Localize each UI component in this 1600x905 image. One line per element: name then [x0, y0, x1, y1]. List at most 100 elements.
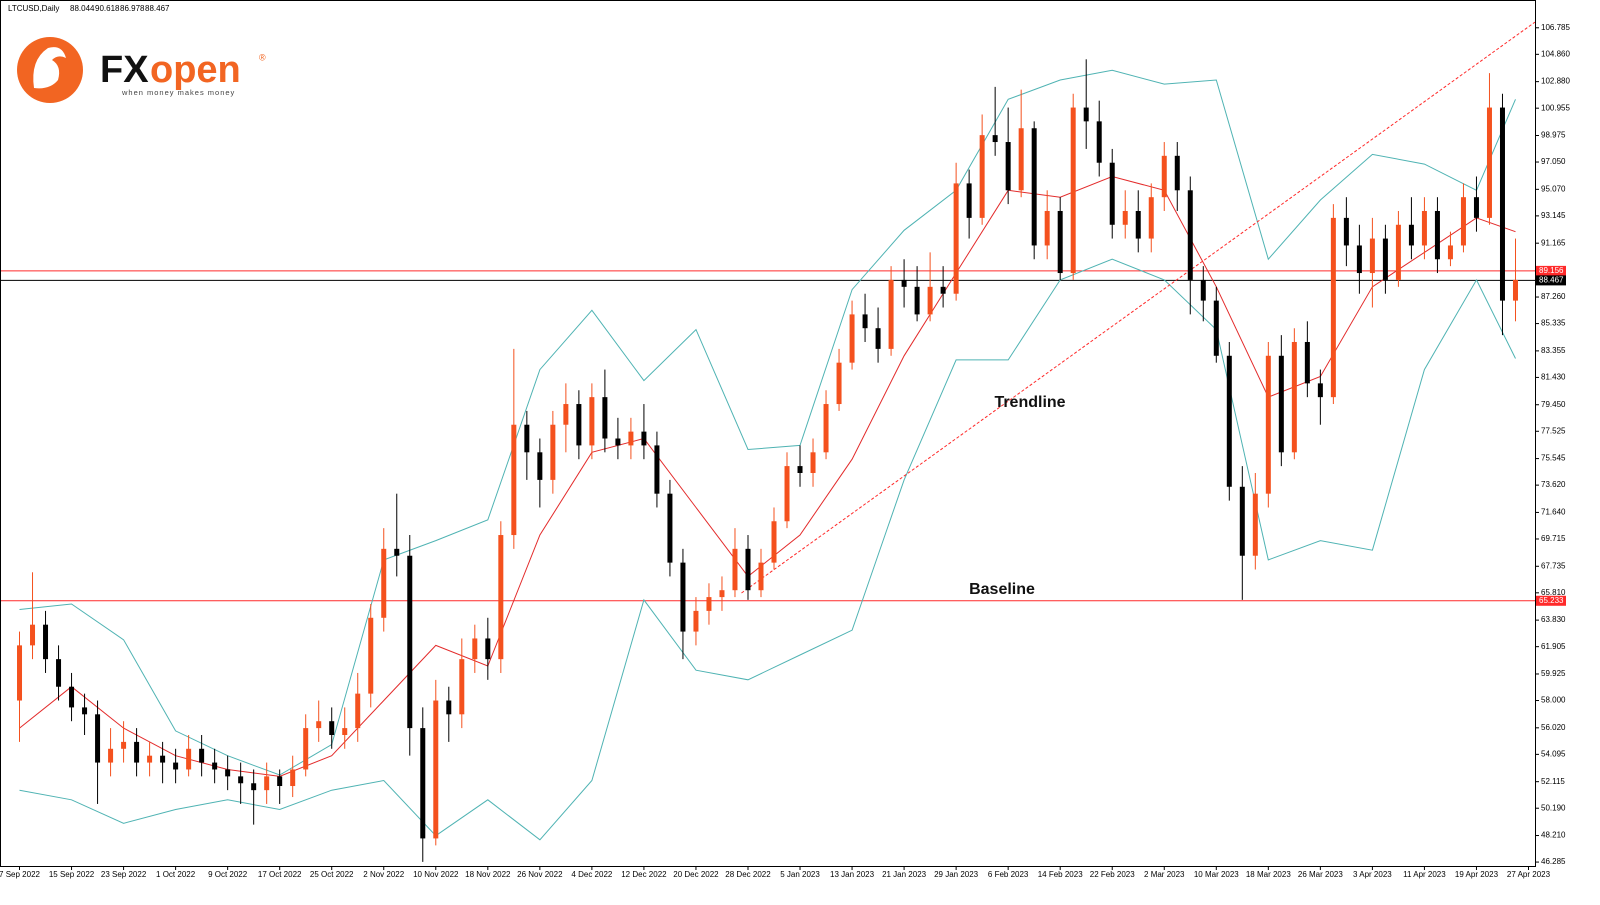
y-tick-label: 56.020	[1541, 723, 1566, 732]
trendline	[741, 21, 1536, 594]
candle-body	[134, 741, 140, 763]
candle-body	[1005, 142, 1011, 191]
y-tick-label: 52.115	[1541, 777, 1565, 786]
x-tick-label: 12 Dec 2022	[621, 870, 667, 879]
candle-body	[940, 286, 946, 294]
candle-body	[381, 548, 387, 618]
candle-body	[589, 397, 595, 446]
candle-body	[550, 424, 556, 480]
candle-body	[1148, 197, 1154, 239]
candle-body	[1343, 217, 1349, 246]
y-tick-label: 73.620	[1541, 480, 1566, 489]
level-label: 65.233	[1539, 596, 1564, 605]
candle-body	[1096, 121, 1102, 163]
candle-body	[1486, 107, 1492, 218]
y-tick-label: 87.260	[1541, 292, 1566, 301]
candle-body	[1356, 245, 1362, 274]
candle-body	[914, 286, 920, 315]
candle-body	[602, 397, 608, 439]
logo-lion	[33, 47, 66, 89]
candle-body	[446, 700, 452, 715]
candle-body	[524, 424, 530, 453]
header-value: 86.978	[120, 4, 145, 13]
candle-body	[758, 562, 764, 591]
candle-body	[1291, 341, 1297, 453]
level-label: 89.156	[1539, 266, 1564, 275]
candle-body	[303, 728, 309, 770]
x-tick-label: 20 Dec 2022	[673, 870, 719, 879]
x-tick-label: 4 Dec 2022	[571, 870, 612, 879]
candle-body	[836, 362, 842, 405]
header-value: 88.044	[70, 4, 95, 13]
candle-body	[1278, 355, 1284, 453]
candle-body	[69, 686, 75, 708]
logo-registered: ®	[259, 52, 266, 62]
candle-body	[1044, 210, 1050, 246]
y-tick-label: 59.925	[1541, 669, 1566, 678]
y-tick-label: 81.430	[1541, 373, 1566, 382]
candle-body	[147, 755, 153, 763]
y-tick-label: 95.070	[1541, 184, 1566, 193]
candle-body	[771, 521, 777, 563]
candle-body	[641, 431, 647, 446]
candle-body	[290, 769, 296, 787]
x-tick-label: 1 Oct 2022	[156, 870, 196, 879]
y-tick-label: 97.050	[1541, 157, 1566, 166]
y-tick-label: 104.860	[1541, 49, 1570, 58]
candle-body	[394, 548, 400, 556]
y-tick-label: 98.975	[1541, 131, 1566, 140]
candle-body	[1512, 279, 1518, 301]
y-tick-label: 69.715	[1541, 534, 1566, 543]
candle-body	[264, 776, 270, 791]
indicator-line	[19, 258, 1516, 841]
x-tick-label: 28 Dec 2022	[725, 870, 771, 879]
candle-body	[472, 638, 478, 660]
candle-body	[1317, 383, 1323, 398]
level-label: 88.467	[1539, 275, 1564, 284]
x-tick-label: 26 Nov 2022	[517, 870, 563, 879]
x-tick-label: 17 Oct 2022	[258, 870, 302, 879]
candle-body	[966, 183, 972, 218]
y-tick-label: 77.525	[1541, 426, 1566, 435]
candle-body	[316, 721, 322, 729]
candle-body	[667, 493, 673, 563]
candle-body	[43, 624, 49, 660]
symbol: LTCUSD,Daily	[8, 4, 59, 13]
y-tick-label: 75.545	[1541, 454, 1566, 463]
y-tick-label: 50.190	[1541, 803, 1566, 812]
candle-body	[1395, 224, 1401, 280]
candle-body	[485, 638, 491, 660]
candle-body	[459, 659, 465, 715]
x-tick-label: 18 Nov 2022	[465, 870, 511, 879]
x-tick-label: 7 Sep 2022	[0, 870, 41, 879]
x-tick-label: 27 Apr 2023	[1507, 870, 1551, 879]
logo-fx: FX	[100, 49, 149, 91]
candle-body	[1473, 197, 1479, 218]
candle-body	[875, 328, 881, 349]
y-tick-label: 106.785	[1541, 23, 1570, 32]
candle-body	[537, 452, 543, 480]
candle-body	[745, 548, 751, 591]
candle-body	[225, 769, 231, 777]
candle-body	[1239, 486, 1245, 556]
y-tick-label: 100.955	[1541, 103, 1570, 112]
candle-body	[927, 286, 933, 315]
x-tick-label: 11 Apr 2023	[1403, 870, 1446, 879]
candle-body	[563, 404, 569, 425]
candle-body	[654, 445, 660, 494]
candle-body	[1434, 210, 1440, 260]
x-tick-label: 10 Mar 2023	[1194, 870, 1239, 879]
header-values: 88.044 90.618 86.978 88.467	[70, 4, 170, 13]
x-tick-label: 2 Nov 2022	[363, 870, 404, 879]
candle-body	[680, 562, 686, 632]
candle-body	[1330, 217, 1336, 398]
candle-body	[1408, 224, 1414, 246]
x-tick-label: 23 Sep 2022	[101, 870, 147, 879]
candle-body	[420, 728, 426, 839]
x-tick-label: 26 Mar 2023	[1298, 870, 1343, 879]
y-tick-label: 93.145	[1541, 211, 1566, 220]
x-tick-label: 6 Feb 2023	[988, 870, 1029, 879]
header-value: 88.467	[145, 4, 170, 13]
y-tick-label: 83.355	[1541, 346, 1566, 355]
candle-body	[1369, 238, 1375, 274]
